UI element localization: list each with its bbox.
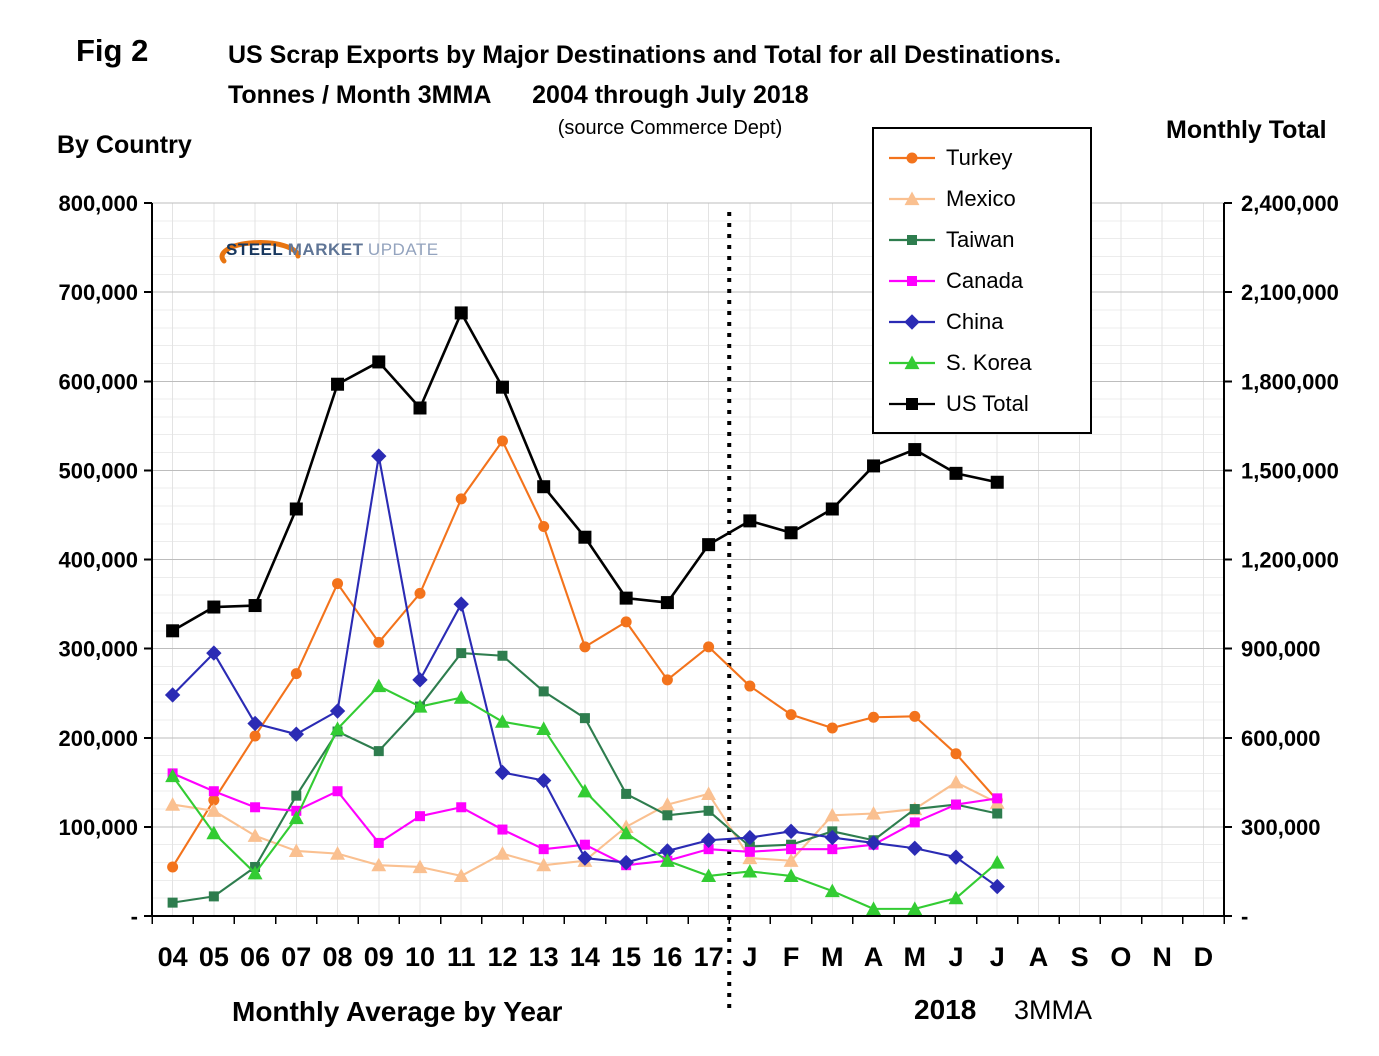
left-axis-tick-label: 800,000 [58,191,138,216]
right-axis-tick-label: 2,100,000 [1241,280,1339,305]
right-axis-tick-label: 2,400,000 [1241,191,1339,216]
x-axis-tick-label: J [742,942,757,972]
legend-item-china: China [888,301,1084,342]
legend-item-us-total: US Total [888,383,1084,424]
logo-swoosh-icon [219,240,301,264]
x-axis-tick-label: J [990,942,1005,972]
logo-text: STEEL MARKET UPDATE [226,240,439,260]
x-axis-tick-label: 15 [611,942,641,972]
left-axis-tick-label: - [131,904,138,929]
legend-label: Mexico [946,185,1016,211]
legend-item-taiwan: Taiwan [888,219,1084,260]
legend-label: S. Korea [946,349,1032,375]
left-axis-tick-label: 200,000 [58,726,138,751]
axes [144,202,1232,924]
right-axis-tick-label: 1,500,000 [1241,458,1339,483]
logo-word-update: UPDATE [367,240,439,259]
gridlines [152,202,1224,916]
x-axis-label-2018: 2018 [914,994,977,1025]
legend-label: Taiwan [946,226,1015,252]
right-axis-tick-label: 600,000 [1241,726,1321,751]
legend-item-turkey: Turkey [888,137,1084,178]
x-axis-tick-label: N [1152,942,1172,972]
right-axis-title: Monthly Total [1166,116,1327,144]
right-axis-tick-label: 1,200,000 [1241,548,1339,573]
x-axis-tick-label: 17 [694,942,724,972]
x-axis-tick-label: 05 [199,942,229,972]
legend-item-mexico: Mexico [888,178,1084,219]
logo-word-steel: STEEL [226,240,284,259]
x-axis-tick-label: 11 [447,942,476,972]
x-axis-tick-label: J [948,942,963,972]
legend-item-canada: Canada [888,260,1084,301]
x-axis-tick-label: S [1071,942,1089,972]
legend-marker-us-total-icon [889,397,935,410]
x-axis-tick-label: 10 [405,942,435,972]
legend-marker-taiwan-icon [889,234,935,245]
legend-item-s-korea: S. Korea [888,342,1084,383]
x-axis-tick-label: 13 [529,942,559,972]
left-axis-tick-label: 100,000 [58,815,138,840]
left-axis-tick-label: 300,000 [58,637,138,662]
right-axis-tick-label: 300,000 [1241,815,1321,840]
right-axis-tick-label: - [1241,904,1248,929]
left-axis-tick-label: 600,000 [58,369,138,394]
x-axis-tick-label: F [783,942,800,972]
right-axis-tick-label: 1,800,000 [1241,369,1339,394]
axis-tick-labels: 800,000 700,000 600,000 500,000 400,000 300,0… [58,191,1338,972]
right-axis-tick-label: 900,000 [1241,637,1321,662]
logo-word-market: MARKET [287,240,364,259]
steel-market-update-logo: STEEL MARKET UPDATE [219,238,456,278]
series-s-korea [165,678,1005,915]
legend-label: China [946,308,1004,334]
figure-number: Fig 2 [76,33,149,68]
left-axis-tick-label: 500,000 [58,458,138,483]
chart-title-line1: US Scrap Exports by Major Destinations a… [228,41,1062,69]
legend-marker-canada-icon [889,275,935,286]
series-us-total [166,306,1004,638]
source-note: (source Commerce Dept) [557,117,783,139]
x-axis-tick-label: M [904,942,927,972]
x-axis-tick-label: 14 [570,942,600,972]
legend-label: Turkey [946,144,1013,170]
chart-legend: Turkey Mexico Taiwan Canada China S. Korea US … [872,127,1092,434]
legend-label: Canada [946,267,1024,293]
chart-title-line2: Tonnes / Month 3MMA 2004 through July 20… [228,81,809,109]
x-axis-tick-label: 09 [364,942,394,972]
x-axis-tick-label: 12 [487,942,517,972]
x-axis-tick-label: 16 [652,942,682,972]
legend-marker-mexico-icon [889,191,935,205]
x-axis-tick-label: A [864,942,884,972]
x-axis-tick-label: 04 [158,942,188,972]
legend-marker-s-korea-icon [889,355,935,369]
x-axis-tick-label: O [1110,942,1131,972]
x-axis-label-years: Monthly Average by Year [232,996,563,1027]
x-axis-tick-label: 07 [281,942,311,972]
x-axis-tick-label: D [1194,942,1214,972]
left-axis-tick-label: 700,000 [58,280,138,305]
left-axis-title: By Country [57,131,192,159]
x-axis-tick-label: M [821,942,844,972]
x-axis-tick-label: A [1029,942,1049,972]
x-axis-label-3mma: 3MMA [1014,995,1093,1025]
series-china [164,448,1005,895]
legend-label: US Total [946,390,1029,416]
legend-marker-china-icon [889,313,935,330]
series-turkey [167,435,1003,873]
x-axis-tick-label: 08 [323,942,353,972]
legend-marker-turkey-icon [889,152,935,163]
x-axis-tick-label: 06 [240,942,270,972]
left-axis-tick-label: 400,000 [58,548,138,573]
